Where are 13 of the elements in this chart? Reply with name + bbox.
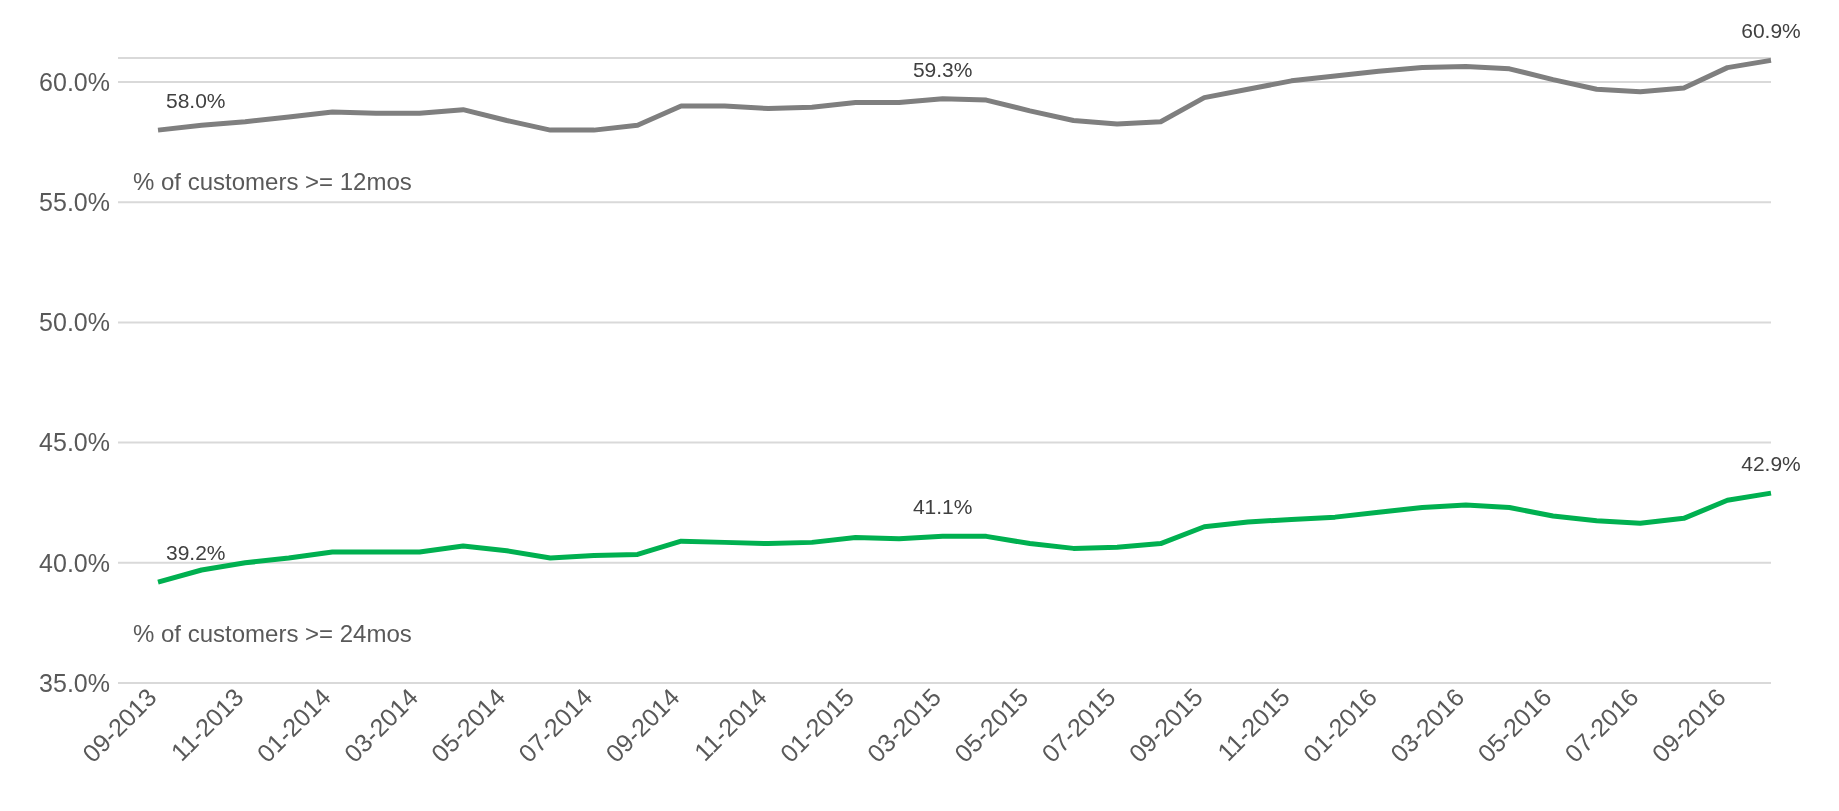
y-tick-label: 60.0%: [39, 67, 110, 96]
series-label: % of customers >= 24mos: [133, 620, 412, 648]
data-label: 41.1%: [912, 495, 973, 519]
data-label: 39.2%: [166, 541, 226, 565]
data-label: 58.0%: [166, 89, 226, 113]
data-label: 59.3%: [912, 57, 973, 81]
data-label: 60.9%: [1741, 19, 1801, 43]
data-label: 42.9%: [1741, 452, 1801, 476]
y-tick-label: 50.0%: [39, 308, 110, 337]
y-tick-label: 40.0%: [39, 548, 110, 577]
y-tick-label: 55.0%: [39, 188, 110, 217]
y-tick-label: 45.0%: [39, 428, 110, 457]
series-label: % of customers >= 12mos: [133, 168, 412, 196]
